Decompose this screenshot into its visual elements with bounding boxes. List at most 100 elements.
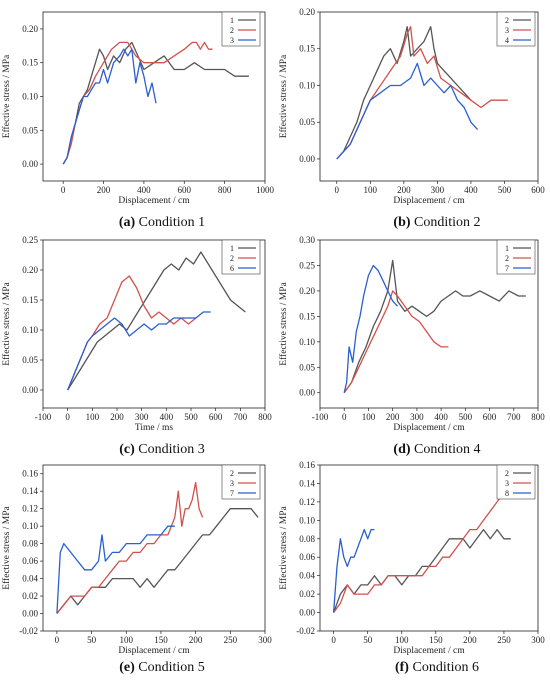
y-tick-label: 0.00 <box>299 388 315 398</box>
chart-panel-1: 0 200 400 600 800 1000 0.00 0.05 0.10 0.15 0.20 Dis… <box>1 11 275 230</box>
x-tick-label: 150 <box>429 635 443 645</box>
x-tick-label: 500 <box>184 412 198 422</box>
y-tick-label: 0.15 <box>299 44 315 54</box>
y-tick-label: 0.16 <box>22 469 38 479</box>
x-tick-label: 0 <box>331 635 336 645</box>
x-tick-label: -100 <box>35 412 52 422</box>
x-tick-label: 600 <box>209 412 223 422</box>
x-tick-label: 1000 <box>256 185 275 195</box>
legend: 126 <box>221 239 261 275</box>
legend-label: 1 <box>230 244 234 253</box>
y-tick-label: 0.00 <box>22 385 38 395</box>
y-tick-label: 0.00 <box>299 608 315 618</box>
series-line-2 <box>336 26 472 160</box>
x-axis-label: Time / ms <box>135 423 173 433</box>
caption-text: Condition 5 <box>135 660 205 675</box>
x-tick-label: 600 <box>531 185 545 195</box>
legend-label: 1 <box>505 244 509 253</box>
x-tick-label: 150 <box>154 635 168 645</box>
series-line-7 <box>56 525 175 614</box>
caption-label: (e) <box>119 660 135 675</box>
x-axis-label: Displacement / cm <box>393 646 465 656</box>
x-tick-label: 400 <box>434 412 448 422</box>
caption-text: Condition 2 <box>411 215 481 230</box>
x-tick-label: 100 <box>362 412 376 422</box>
panel-caption: (c) Condition 3 <box>119 442 205 457</box>
x-tick-label: 250 <box>224 635 238 645</box>
y-tick-label: 0.20 <box>299 7 315 17</box>
series-line-1 <box>67 251 246 391</box>
y-tick-label: 0.04 <box>299 571 315 581</box>
y-tick-label: 0.20 <box>22 265 38 275</box>
y-tick-label: 0.10 <box>22 325 38 335</box>
series-line-8 <box>332 528 375 613</box>
y-tick-label: 0.05 <box>299 362 315 372</box>
y-tick-label: 0.25 <box>22 235 38 245</box>
legend-box <box>496 239 536 275</box>
y-tick-label: 0.12 <box>22 504 38 514</box>
legend-label: 4 <box>505 36 509 45</box>
x-tick-label: 500 <box>459 412 473 422</box>
x-tick-label: 0 <box>335 185 340 195</box>
x-tick-label: 800 <box>531 412 545 422</box>
x-tick-label: 50 <box>87 635 97 645</box>
legend-label: 2 <box>230 254 234 263</box>
y-tick-label: 0.00 <box>22 609 38 619</box>
y-tick-label: 0.06 <box>22 556 38 566</box>
x-tick-label: 300 <box>431 185 445 195</box>
panel-caption: (b) Condition 2 <box>393 215 480 230</box>
x-tick-label: 800 <box>218 185 232 195</box>
series-line-3 <box>56 481 204 614</box>
y-tick-label: 0.10 <box>299 337 315 347</box>
y-tick-label: 0.05 <box>299 117 315 127</box>
y-tick-label: 0.15 <box>22 58 38 68</box>
x-axis-label: Displacement / cm <box>118 646 190 656</box>
series-line-6 <box>67 311 211 391</box>
legend: 238 <box>496 464 536 500</box>
x-tick-label: 0 <box>65 412 70 422</box>
chart-panel-6: 0 50 100 150 200 250 300 -0.02 0.00 0.02 0.04 0.06 0… <box>278 460 545 675</box>
y-tick-label: -0.02 <box>19 626 38 636</box>
x-tick-label: 200 <box>386 412 400 422</box>
x-tick-label: 700 <box>234 412 248 422</box>
series-line-2 <box>332 528 511 613</box>
y-tick-label: 0.15 <box>299 311 315 321</box>
y-axis-label: Effective stress / MPa <box>278 281 289 365</box>
legend-label: 7 <box>230 489 234 498</box>
y-axis-label: Effective stress / MPa <box>1 281 12 365</box>
x-tick-label: 400 <box>160 412 174 422</box>
y-axis-label: Effective stress / MPa <box>278 505 289 589</box>
legend-box <box>221 239 261 275</box>
x-axis-label: Displacement / cm <box>118 196 190 206</box>
series-line-3 <box>333 492 511 613</box>
panel-caption: (e) Condition 5 <box>119 660 205 675</box>
x-tick-label: 500 <box>498 185 512 195</box>
caption-text: Condition 4 <box>411 442 481 457</box>
y-tick-label: 0.20 <box>299 286 315 296</box>
x-tick-label: 300 <box>135 412 149 422</box>
y-tick-label: 0.08 <box>22 539 38 549</box>
x-tick-label: 0 <box>342 412 347 422</box>
y-tick-label: 0.15 <box>22 295 38 305</box>
legend-label: 1 <box>230 16 234 25</box>
x-tick-label: 0 <box>55 635 60 645</box>
x-tick-label: 600 <box>178 185 192 195</box>
x-tick-label: -100 <box>312 412 329 422</box>
x-tick-label: 0 <box>61 185 66 195</box>
y-tick-label: 0.14 <box>299 478 315 488</box>
y-tick-label: 0.02 <box>299 589 315 599</box>
y-axis-label: Effective stress / MPa <box>278 54 289 138</box>
caption-label: (d) <box>393 442 410 457</box>
y-tick-label: 0.10 <box>22 92 38 102</box>
legend-label: 2 <box>505 254 509 263</box>
x-axis-label: Displacement / cm <box>393 423 465 433</box>
x-axis-label: Displacement / cm <box>393 196 465 206</box>
caption-label: (f) <box>395 660 409 675</box>
legend-label: 6 <box>230 264 234 273</box>
legend-label: 2 <box>230 469 234 478</box>
y-tick-label: 0.20 <box>22 24 38 34</box>
x-tick-label: 300 <box>410 412 424 422</box>
legend-label: 3 <box>505 479 509 488</box>
legend: 237 <box>221 464 261 500</box>
